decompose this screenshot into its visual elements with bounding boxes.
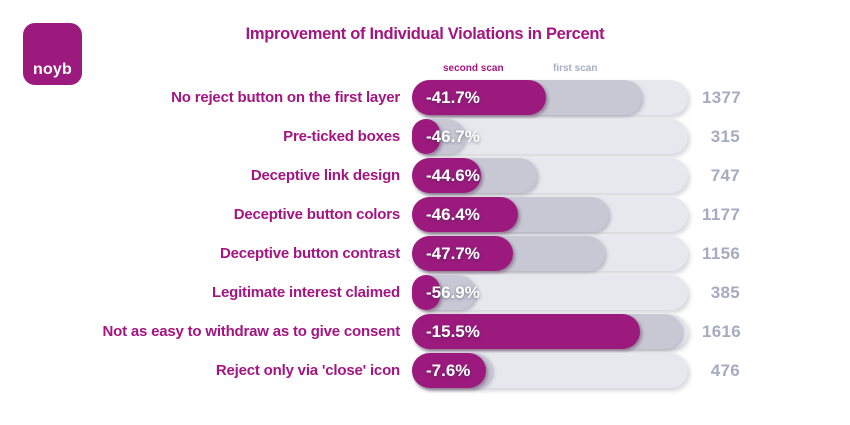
second-scan-bar xyxy=(412,158,482,193)
category-label: Deceptive button contrast xyxy=(219,245,400,262)
chart-row: Deceptive button contrast -47.7% 1156 xyxy=(0,236,850,271)
first-scan-count: 1616 xyxy=(702,321,742,341)
first-scan-count: 1177 xyxy=(702,204,741,224)
percent-label: -56.9% xyxy=(426,282,480,302)
chart-row: Not as easy to withdraw as to give conse… xyxy=(0,314,850,349)
bar-track: -56.9% xyxy=(412,275,688,310)
percent-label: -47.7% xyxy=(426,243,480,263)
second-scan-bar xyxy=(412,236,514,271)
legend-second-scan: second scan xyxy=(443,63,504,74)
bar-track: -46.7% xyxy=(412,119,688,154)
legend-first-scan: first scan xyxy=(553,63,598,74)
category-label: Reject only via 'close' icon xyxy=(215,362,400,379)
percent-label: -7.6% xyxy=(426,360,471,380)
percent-label: -44.6% xyxy=(426,165,480,185)
second-scan-bar xyxy=(412,314,641,349)
legend: second scan first scan xyxy=(0,60,850,80)
category-label: Not as easy to withdraw as to give conse… xyxy=(102,323,400,340)
percent-label: -46.4% xyxy=(426,204,480,224)
second-scan-bar xyxy=(412,275,440,310)
percent-label: -46.7% xyxy=(426,126,480,146)
chart-row: Deceptive button colors -46.4% 1177 xyxy=(0,197,850,232)
chart-row: Legitimate interest claimed -56.9% 385 xyxy=(0,275,850,310)
bar-track: -7.6% xyxy=(412,353,688,388)
chart-row: Pre-ticked boxes -46.7% 315 xyxy=(0,119,850,154)
bar-track: -47.7% xyxy=(412,236,688,271)
chart-row: Deceptive link design -44.6% 747 xyxy=(0,158,850,193)
percent-label: -15.5% xyxy=(426,321,480,341)
chart-row: No reject button on the first layer -41.… xyxy=(0,80,850,115)
first-scan-count: 1377 xyxy=(702,87,742,107)
second-scan-bar xyxy=(412,353,486,388)
bar-track: -44.6% xyxy=(412,158,688,193)
percent-label: -41.7% xyxy=(426,87,480,107)
bar-track: -15.5% xyxy=(412,314,688,349)
second-scan-bar xyxy=(412,197,518,232)
noyb-logo-text: noyb xyxy=(32,61,73,78)
chart-row: Reject only via 'close' icon -7.6% 476 xyxy=(0,353,850,388)
category-label: Deceptive link design xyxy=(250,167,400,184)
first-scan-count: 1156 xyxy=(702,243,741,263)
second-scan-bar xyxy=(412,119,441,154)
noyb-logo: noyb xyxy=(23,23,82,85)
first-scan-count: 385 xyxy=(710,282,740,302)
second-scan-bar xyxy=(412,80,547,115)
first-scan-count: 315 xyxy=(710,126,740,146)
first-scan-count: 747 xyxy=(710,165,740,185)
first-scan-count: 476 xyxy=(710,360,740,380)
bar-chart: second scan first scan No reject button … xyxy=(0,60,850,392)
bar-track: -41.7% xyxy=(412,80,688,115)
bar-track: -46.4% xyxy=(412,197,688,232)
category-label: Legitimate interest claimed xyxy=(212,284,400,301)
category-label: No reject button on the first layer xyxy=(171,89,400,106)
category-label: Pre-ticked boxes xyxy=(283,128,400,145)
chart-title: Improvement of Individual Violations in … xyxy=(245,25,605,43)
category-label: Deceptive button colors xyxy=(233,206,400,223)
